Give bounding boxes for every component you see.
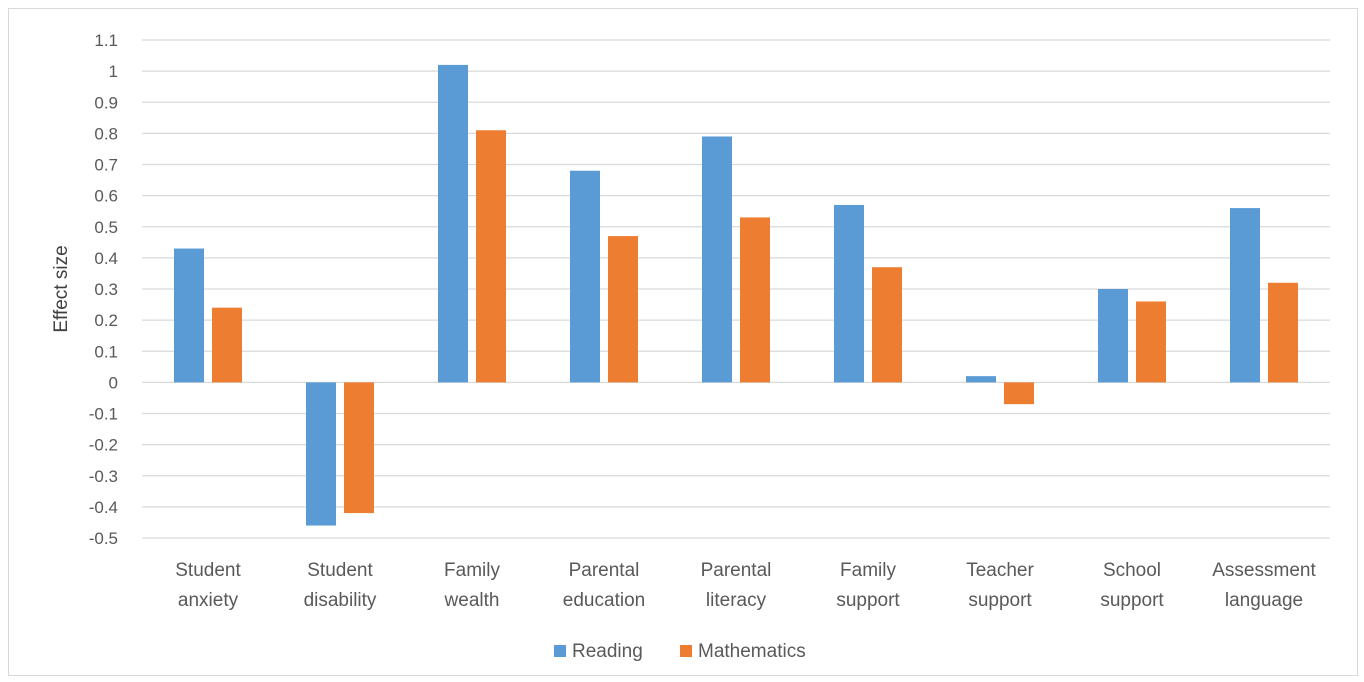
y-tick-label: 0.3	[94, 280, 118, 299]
bar-mathematics	[872, 267, 902, 383]
category-label: Student	[175, 560, 241, 581]
bar-mathematics	[212, 307, 242, 383]
category-label: Parental	[569, 560, 640, 581]
category-label: School	[1103, 560, 1161, 581]
category-label: support	[968, 590, 1032, 611]
y-tick-label: 0.9	[94, 93, 118, 112]
category-labels: Student anxiety Student disability Family wea…	[175, 560, 1316, 611]
legend-label: Reading	[572, 641, 643, 662]
y-tick-label: 0.8	[94, 124, 118, 143]
category-label: Family	[840, 560, 896, 581]
y-tick-label: 0.2	[94, 311, 118, 330]
bar-reading	[966, 376, 996, 383]
bar-reading	[570, 170, 600, 383]
bar-mathematics	[1004, 382, 1034, 405]
y-tick-labels: -0.5 -0.4 -0.3 -0.2 -0.1 0 0.1 0.2 0.3 0.4 0.5 0.6 0…	[89, 31, 118, 548]
y-tick-label: -0.2	[89, 436, 118, 455]
category-label: anxiety	[178, 590, 239, 611]
y-tick-label: 0.5	[94, 218, 118, 237]
category-label: support	[1100, 590, 1164, 611]
category-label: wealth	[444, 590, 500, 611]
y-tick-label: -0.5	[89, 529, 118, 548]
category-label: disability	[304, 590, 377, 611]
bar-mathematics	[476, 130, 506, 383]
category-label: language	[1225, 590, 1303, 611]
category-label: Assessment	[1212, 560, 1316, 581]
bar-reading	[1230, 208, 1260, 383]
bar-reading	[1098, 289, 1128, 383]
legend-label: Mathematics	[698, 641, 806, 662]
y-tick-label: 1	[109, 62, 118, 81]
category-label: Parental	[701, 560, 772, 581]
y-tick-label: -0.1	[89, 405, 118, 424]
category-label: Teacher	[966, 560, 1034, 581]
legend-swatch	[554, 645, 566, 657]
bar-reading	[702, 136, 732, 383]
y-tick-label: 0.6	[94, 187, 118, 206]
category-label: Student	[307, 560, 373, 581]
y-tick-label: -0.3	[89, 467, 118, 486]
bar-mathematics	[1268, 282, 1298, 383]
bar-reading	[438, 64, 468, 383]
legend: Reading Mathematics	[554, 641, 806, 662]
bar-reading	[834, 204, 864, 383]
bar-mathematics	[344, 382, 374, 514]
y-tick-label: 1.1	[94, 31, 118, 50]
y-axis-title: Effect size	[51, 245, 72, 332]
y-tick-label: 0.4	[94, 249, 118, 268]
category-label: Family	[444, 560, 500, 581]
gridlines	[142, 39, 1330, 539]
bar-reading	[174, 248, 204, 383]
bar-mathematics	[1136, 301, 1166, 383]
y-tick-label: -0.4	[89, 498, 118, 517]
legend-swatch	[680, 645, 692, 657]
category-label: support	[836, 590, 900, 611]
y-tick-label: 0	[109, 373, 118, 392]
bar-mathematics	[608, 236, 638, 383]
bars	[174, 64, 1298, 526]
category-label: literacy	[706, 590, 767, 611]
y-tick-label: 0.7	[94, 156, 118, 175]
bar-mathematics	[740, 217, 770, 383]
bar-reading	[306, 382, 336, 526]
category-label: education	[563, 590, 645, 611]
y-tick-label: 0.1	[94, 342, 118, 361]
